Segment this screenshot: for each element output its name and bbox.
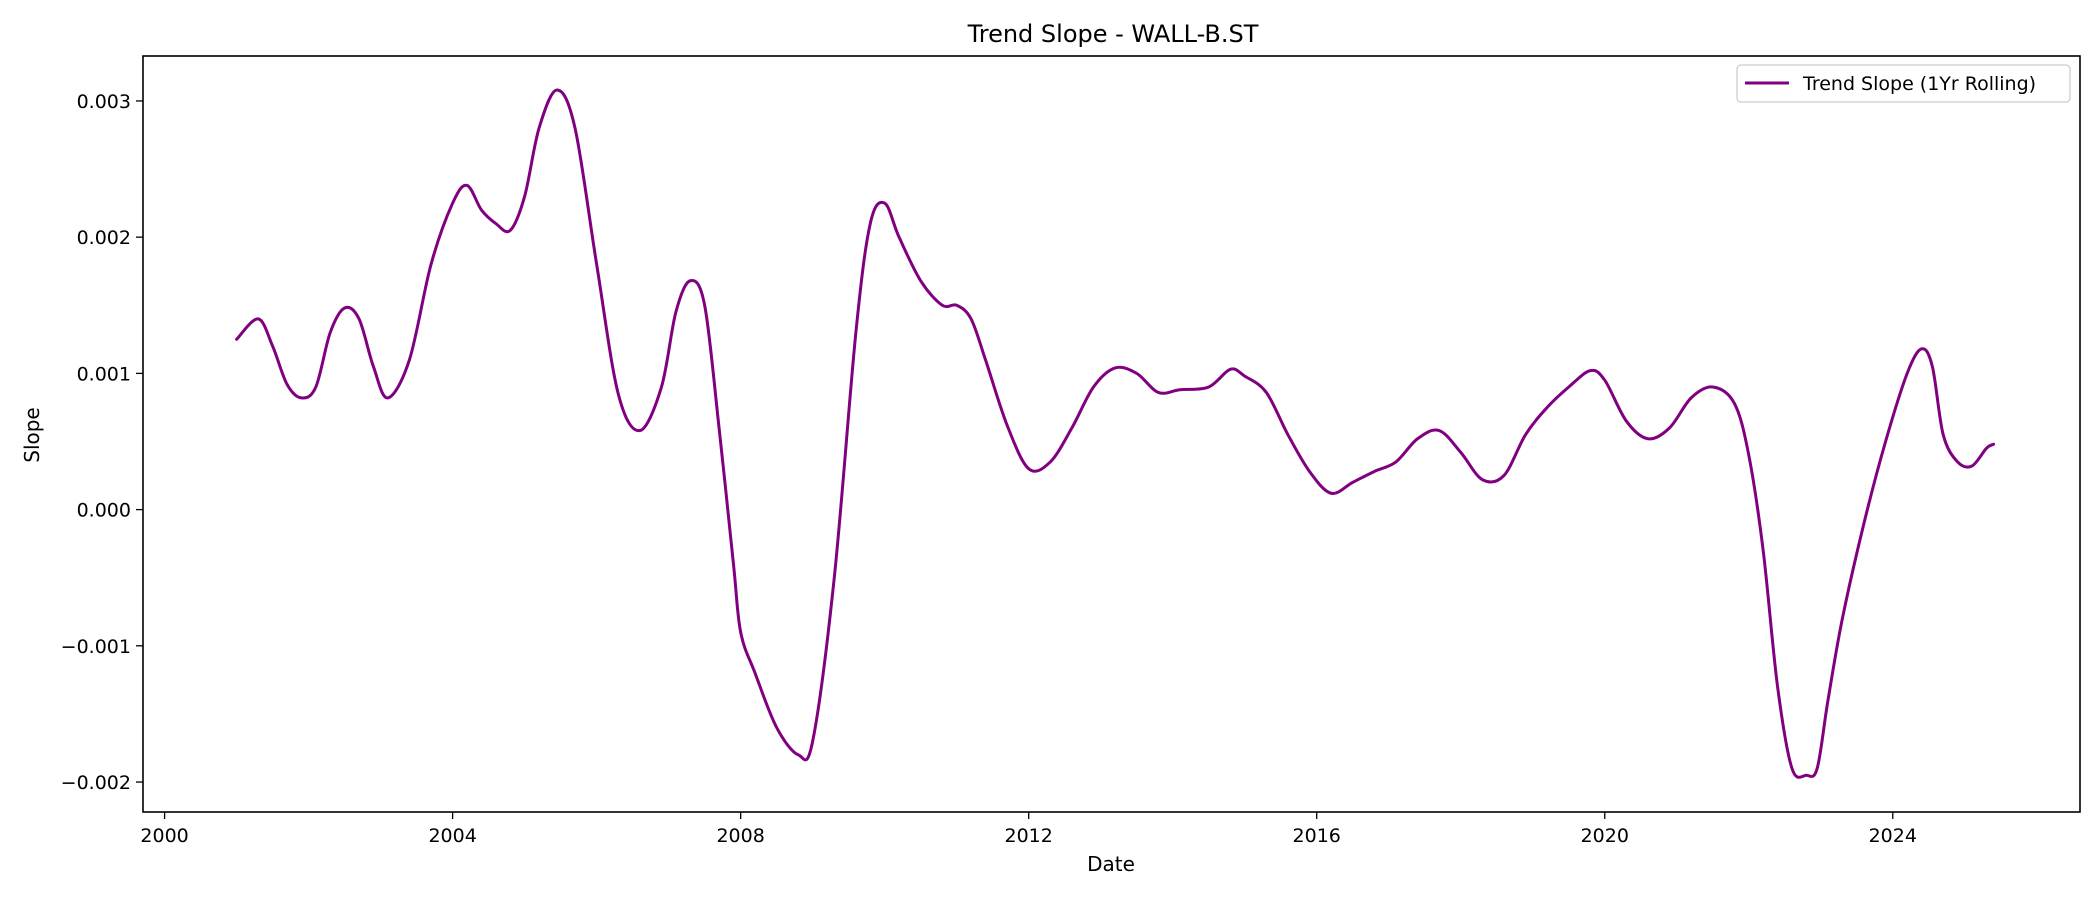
x-axis-ticks: 2000 2004 2008 2012 2016 2020 2024 — [140, 812, 1917, 847]
y-tick-label: −0.001 — [61, 636, 131, 658]
x-tick-label: 2004 — [428, 825, 476, 847]
y-tick-label: 0.001 — [77, 363, 131, 385]
x-tick-label: 2012 — [1005, 825, 1053, 847]
y-axis-label: Slope — [20, 407, 44, 463]
x-tick-label: 2016 — [1293, 825, 1341, 847]
legend-frame — [1736, 64, 2071, 103]
legend-label: Trend Slope (1Yr Rolling) — [1802, 73, 2036, 95]
y-axis-ticks: 0.003 0.002 0.001 0.000 −0.001 −0.002 — [61, 91, 143, 794]
plot-frame — [142, 55, 2081, 813]
x-tick-label: 2008 — [716, 825, 764, 847]
x-tick-label: 2000 — [140, 825, 188, 847]
y-tick-label: −0.002 — [61, 772, 131, 794]
y-tick-label: 0.003 — [77, 91, 131, 113]
series-line-trend-slope — [235, 88, 1996, 779]
x-axis-label: Date — [1087, 852, 1135, 876]
plot-area: 2000 2004 2008 2012 2016 2020 2024 0.0030.0020… — [61, 55, 2081, 847]
chart-title: Trend Slope - WALL-B.ST — [967, 20, 1259, 48]
legend: Trend Slope (1Yr Rolling) — [1736, 64, 2071, 103]
x-tick-label: 2024 — [1869, 825, 1917, 847]
y-tick-label: 0.000 — [77, 500, 131, 522]
x-tick-label: 2020 — [1581, 825, 1629, 847]
y-tick-label: 0.002 — [77, 227, 131, 249]
